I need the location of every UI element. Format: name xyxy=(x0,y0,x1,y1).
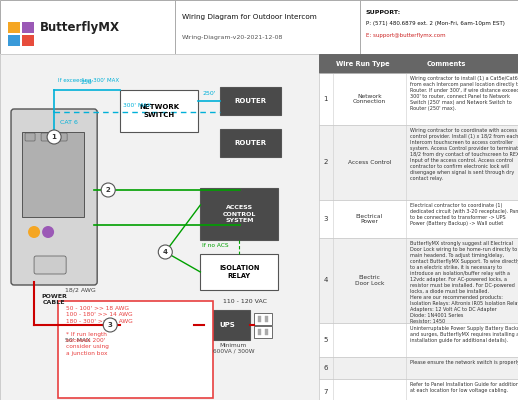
Text: ACCESS
CONTROL
SYSTEM: ACCESS CONTROL SYSTEM xyxy=(223,205,256,223)
FancyBboxPatch shape xyxy=(319,54,518,73)
Text: SUPPORT:: SUPPORT: xyxy=(366,10,401,14)
FancyBboxPatch shape xyxy=(258,316,261,322)
FancyBboxPatch shape xyxy=(319,73,518,125)
FancyBboxPatch shape xyxy=(319,379,518,400)
Text: Comments: Comments xyxy=(426,61,466,67)
FancyBboxPatch shape xyxy=(200,254,279,290)
FancyBboxPatch shape xyxy=(22,22,34,33)
FancyBboxPatch shape xyxy=(254,326,272,338)
Text: 4: 4 xyxy=(163,249,168,255)
FancyBboxPatch shape xyxy=(11,109,97,285)
Text: UPS: UPS xyxy=(220,322,235,328)
Circle shape xyxy=(47,130,61,144)
Text: 110 - 120 VAC: 110 - 120 VAC xyxy=(223,299,267,304)
FancyBboxPatch shape xyxy=(319,238,518,323)
FancyBboxPatch shape xyxy=(266,316,268,322)
Text: Wire Run Type: Wire Run Type xyxy=(336,61,389,67)
Text: POWER
CABLE: POWER CABLE xyxy=(41,294,67,305)
Text: Wiring Diagram for Outdoor Intercom: Wiring Diagram for Outdoor Intercom xyxy=(182,14,316,20)
Text: 1: 1 xyxy=(323,96,328,102)
FancyBboxPatch shape xyxy=(266,329,268,335)
Text: 6: 6 xyxy=(323,365,328,371)
FancyBboxPatch shape xyxy=(319,125,518,200)
Text: CAT 6: CAT 6 xyxy=(60,120,78,124)
FancyBboxPatch shape xyxy=(8,35,20,46)
Text: 4: 4 xyxy=(323,278,328,284)
Text: Electrical
Power: Electrical Power xyxy=(356,214,383,224)
FancyBboxPatch shape xyxy=(25,133,35,141)
Text: ButterflyMX strongly suggest all Electrical
Door Lock wiring to be home-run dire: ButterflyMX strongly suggest all Electri… xyxy=(410,241,518,324)
FancyBboxPatch shape xyxy=(319,357,518,379)
FancyBboxPatch shape xyxy=(220,129,281,157)
Text: 2: 2 xyxy=(323,160,328,166)
FancyBboxPatch shape xyxy=(57,133,67,141)
Text: 250': 250' xyxy=(80,80,94,85)
Text: E: support@butterflymx.com: E: support@butterflymx.com xyxy=(366,34,445,38)
FancyBboxPatch shape xyxy=(8,22,20,33)
Text: If exceeding 300' MAX: If exceeding 300' MAX xyxy=(58,78,119,83)
FancyBboxPatch shape xyxy=(58,301,213,398)
Circle shape xyxy=(159,245,172,259)
Text: P: (571) 480.6879 ext. 2 (Mon-Fri, 6am-10pm EST): P: (571) 480.6879 ext. 2 (Mon-Fri, 6am-1… xyxy=(366,22,505,26)
FancyBboxPatch shape xyxy=(254,313,272,325)
FancyBboxPatch shape xyxy=(22,132,84,217)
Text: Refer to Panel Installation Guide for additional details. Leave 6' service loop
: Refer to Panel Installation Guide for ad… xyxy=(410,382,518,393)
Text: ROUTER: ROUTER xyxy=(234,98,266,104)
Text: Wiring contractor to install (1) a Cat5e/Cat6
from each Intercom panel location : Wiring contractor to install (1) a Cat5e… xyxy=(410,76,518,111)
FancyBboxPatch shape xyxy=(0,0,518,54)
FancyBboxPatch shape xyxy=(205,310,250,340)
Text: 250': 250' xyxy=(203,91,216,96)
Circle shape xyxy=(42,226,54,238)
Text: Wiring contractor to coordinate with access
control provider. Install (1) x 18/2: Wiring contractor to coordinate with acc… xyxy=(410,128,518,181)
Text: Network
Connection: Network Connection xyxy=(353,94,386,104)
Circle shape xyxy=(101,183,115,197)
FancyBboxPatch shape xyxy=(200,188,279,240)
Text: Electric
Door Lock: Electric Door Lock xyxy=(355,275,384,286)
Text: 50' MAX: 50' MAX xyxy=(65,338,91,343)
FancyBboxPatch shape xyxy=(0,54,319,400)
Text: TRANSFORMER: TRANSFORMER xyxy=(131,322,184,328)
Text: Minimum
600VA / 300W: Minimum 600VA / 300W xyxy=(213,343,254,354)
Text: 5: 5 xyxy=(323,337,328,343)
Circle shape xyxy=(28,226,40,238)
FancyBboxPatch shape xyxy=(41,133,51,141)
Text: Access Control: Access Control xyxy=(348,160,391,165)
Text: NETWORK
SWITCH: NETWORK SWITCH xyxy=(139,104,179,118)
Text: ISOLATION
RELAY: ISOLATION RELAY xyxy=(219,265,260,279)
FancyBboxPatch shape xyxy=(319,54,518,400)
FancyBboxPatch shape xyxy=(319,323,518,357)
Text: Uninterruptable Power Supply Battery Backup. To prevent voltage drops
and surges: Uninterruptable Power Supply Battery Bac… xyxy=(410,326,518,343)
Text: If no ACS: If no ACS xyxy=(203,243,229,248)
Text: Please ensure the network switch is properly grounded.: Please ensure the network switch is prop… xyxy=(410,360,518,365)
FancyBboxPatch shape xyxy=(319,200,518,238)
FancyBboxPatch shape xyxy=(220,87,281,115)
Text: 7: 7 xyxy=(323,390,328,396)
FancyBboxPatch shape xyxy=(120,310,194,340)
FancyBboxPatch shape xyxy=(258,329,261,335)
Text: 1: 1 xyxy=(52,134,56,140)
Text: ROUTER: ROUTER xyxy=(234,140,266,146)
Text: ButterflyMX: ButterflyMX xyxy=(40,20,120,34)
FancyBboxPatch shape xyxy=(22,35,34,46)
Text: 3: 3 xyxy=(323,216,328,222)
Text: 300' MAX: 300' MAX xyxy=(123,103,151,108)
Text: Wiring-Diagram-v20-2021-12-08: Wiring-Diagram-v20-2021-12-08 xyxy=(182,34,283,40)
Text: 50 - 100' >> 18 AWG
100 - 180' >> 14 AWG
180 - 300' >> 12 AWG

* If run length
e: 50 - 100' >> 18 AWG 100 - 180' >> 14 AWG… xyxy=(66,306,133,356)
Text: 18/2 AWG: 18/2 AWG xyxy=(65,288,95,293)
Text: 2: 2 xyxy=(106,187,110,193)
Circle shape xyxy=(103,318,117,332)
FancyBboxPatch shape xyxy=(34,256,66,274)
Text: Electrical contractor to coordinate (1)
dedicated circuit (with 3-20 receptacle): Electrical contractor to coordinate (1) … xyxy=(410,203,518,226)
Text: 3: 3 xyxy=(108,322,112,328)
FancyBboxPatch shape xyxy=(120,90,198,132)
